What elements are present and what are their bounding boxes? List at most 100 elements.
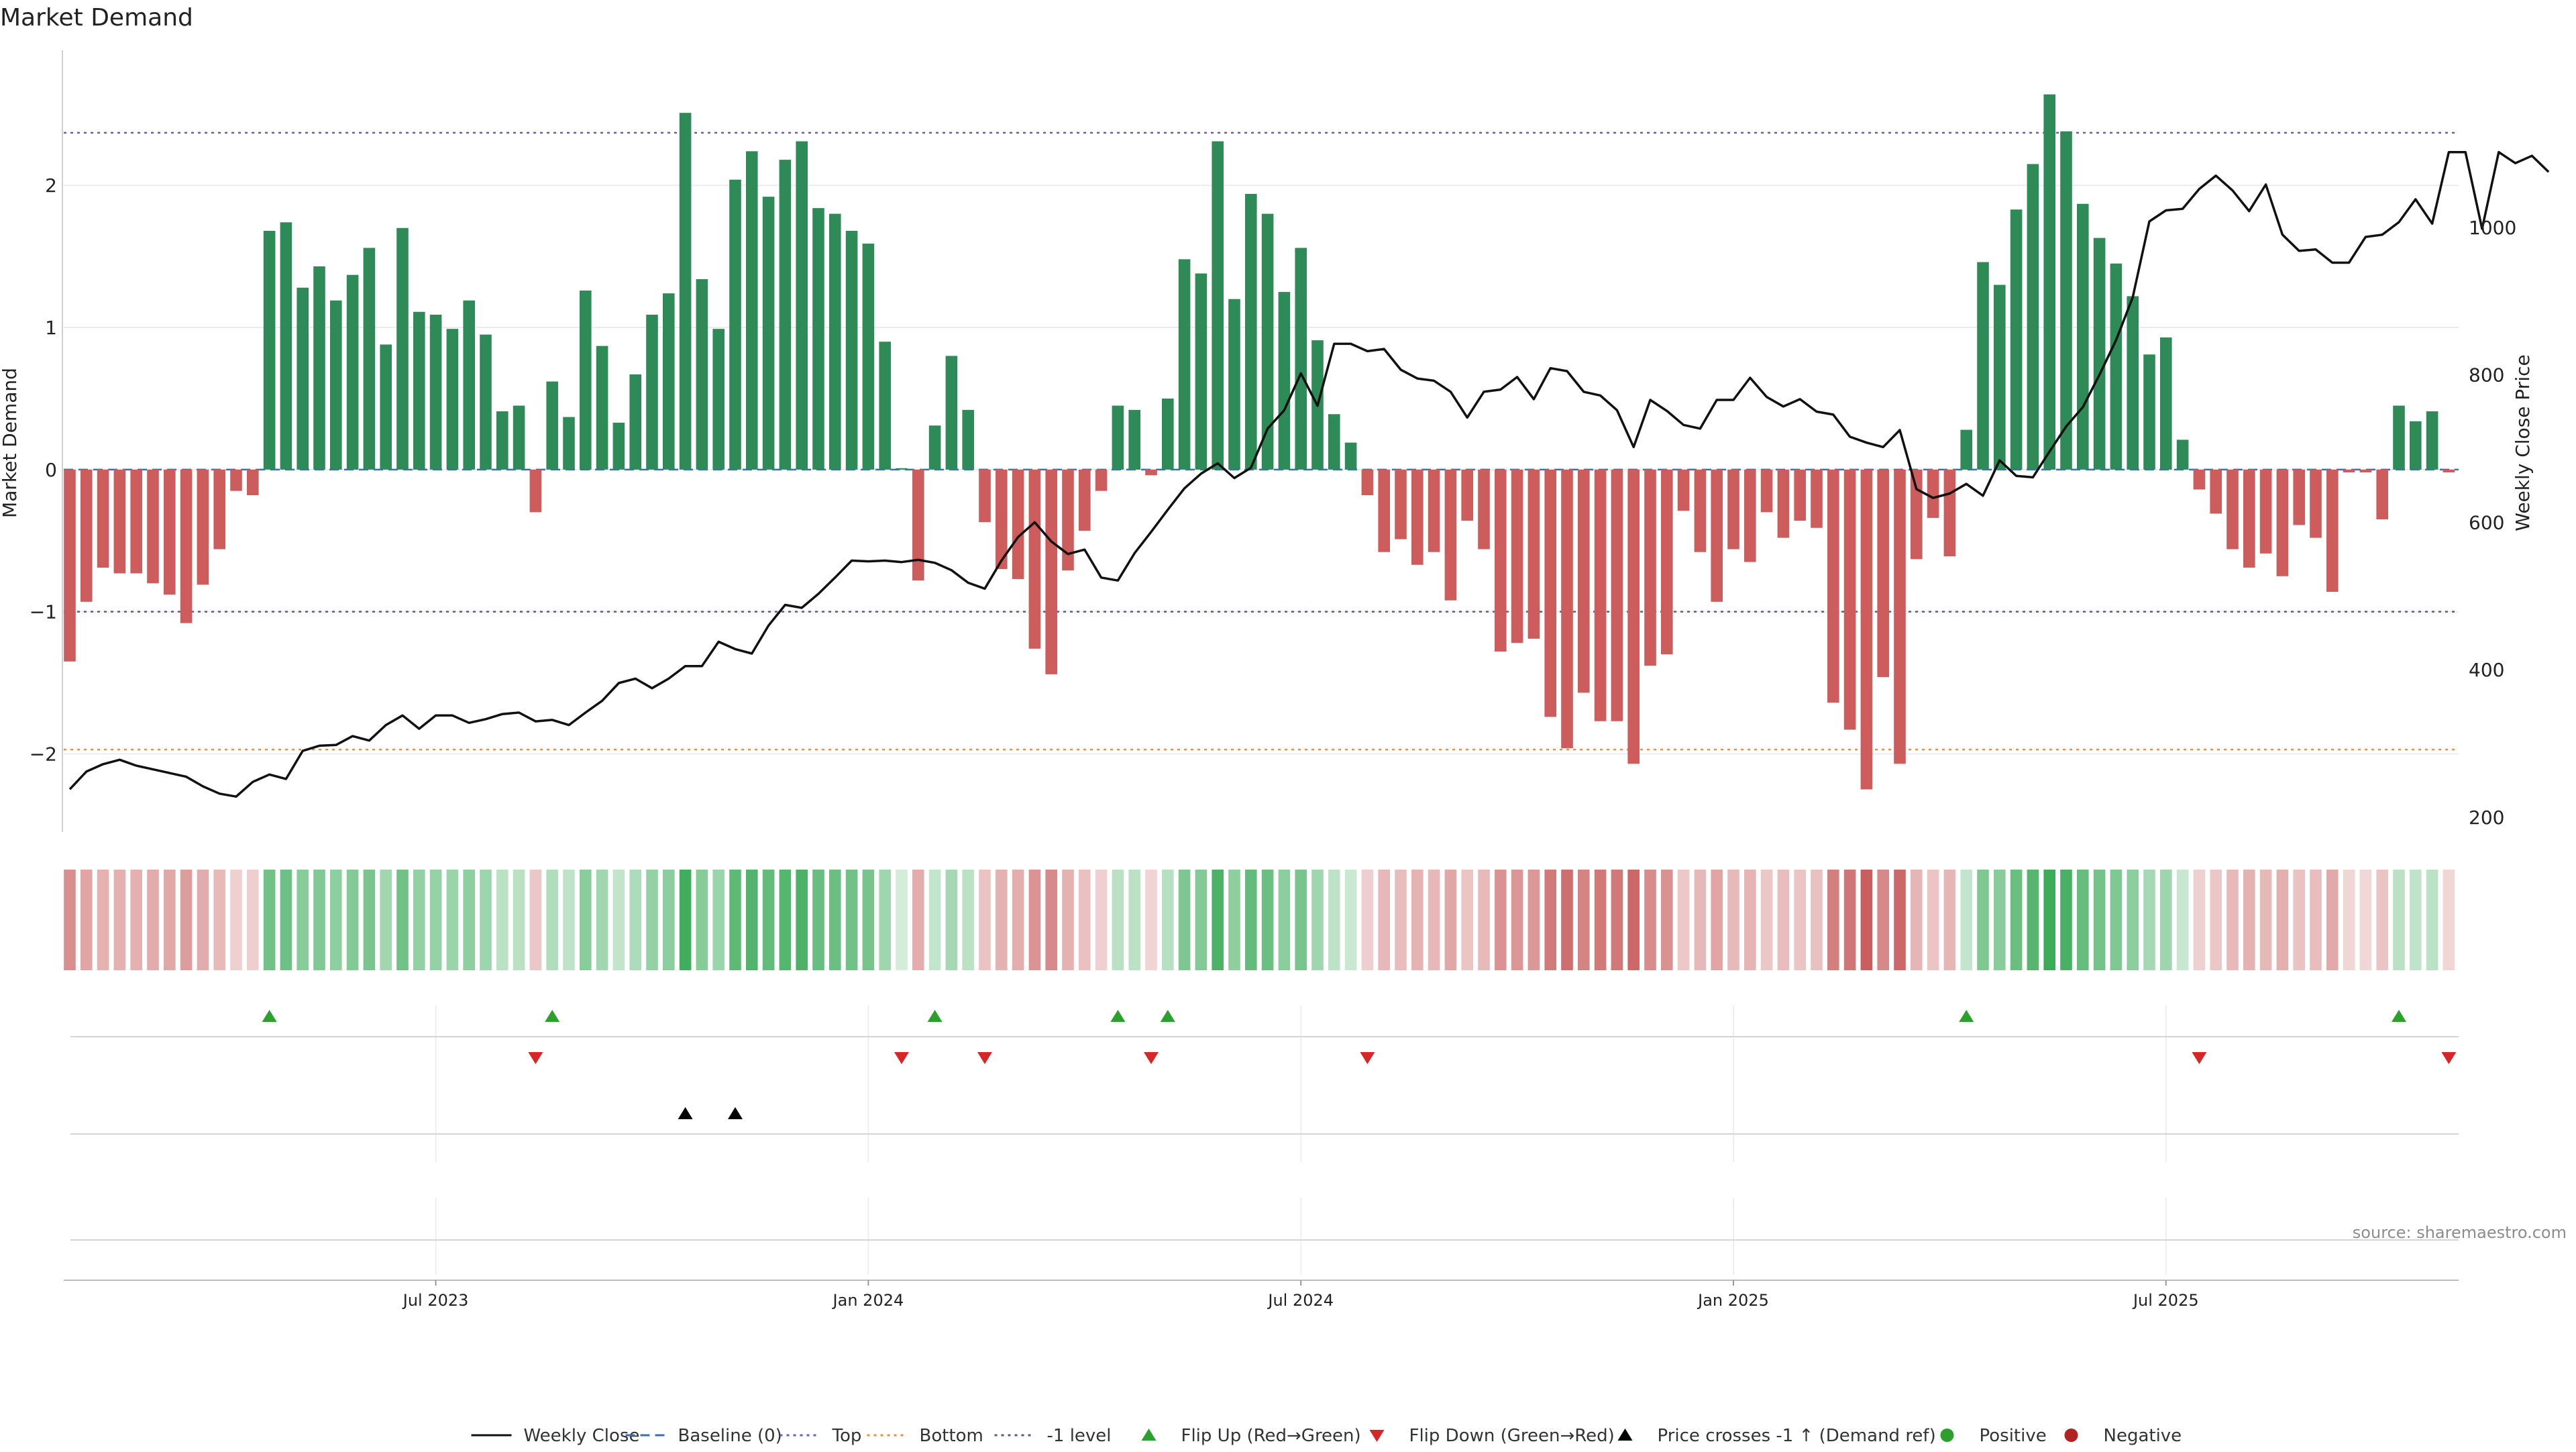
y-tick-label-left: 1 bbox=[45, 317, 57, 339]
legend-label: Baseline (0) bbox=[678, 1426, 782, 1446]
demand-bar bbox=[1977, 262, 1989, 470]
demand-bar bbox=[2176, 439, 2189, 470]
heatmap-cell bbox=[1994, 870, 2006, 970]
heatmap-cell bbox=[762, 870, 775, 970]
demand-bar bbox=[164, 469, 176, 595]
demand-bar bbox=[496, 411, 508, 470]
heatmap-cell bbox=[962, 870, 974, 970]
demand-bar bbox=[2326, 469, 2339, 592]
demand-bar bbox=[1128, 409, 1140, 470]
demand-bar bbox=[1594, 469, 1607, 721]
legend-label: -1 level bbox=[1047, 1426, 1112, 1446]
demand-bar bbox=[1561, 469, 1573, 749]
demand-bar bbox=[230, 469, 242, 491]
heatmap-cell bbox=[2426, 870, 2438, 970]
heatmap-cell bbox=[896, 870, 908, 970]
demand-bar bbox=[346, 274, 359, 470]
heatmap-cell bbox=[596, 870, 608, 970]
heatmap-cell bbox=[1711, 870, 1723, 970]
heatmap-cell bbox=[1943, 870, 1956, 970]
heatmap-cell bbox=[164, 870, 176, 970]
heatmap-cell bbox=[2160, 870, 2172, 970]
legend-item: Flip Down (Green→Red) bbox=[1369, 1426, 1615, 1446]
y-tick-label-left: 2 bbox=[45, 174, 57, 197]
demand-bar bbox=[2393, 405, 2405, 470]
demand-bar bbox=[1527, 469, 1540, 639]
heatmap-cell bbox=[1311, 870, 1324, 970]
heatmap-cell bbox=[1627, 870, 1640, 970]
demand-bar bbox=[1328, 414, 1340, 470]
demand-bar bbox=[2276, 469, 2289, 576]
demand-bar bbox=[2010, 209, 2023, 470]
heatmap-cell bbox=[2410, 870, 2422, 970]
heatmap-cell bbox=[1760, 870, 1773, 970]
demand-bar bbox=[1461, 469, 1473, 521]
demand-bar bbox=[1495, 469, 1507, 652]
heatmap-cell bbox=[1594, 870, 1607, 970]
demand-bar bbox=[1711, 469, 1723, 602]
legend-swatch bbox=[1369, 1430, 1385, 1442]
demand-bar bbox=[1777, 469, 1790, 538]
demand-bar bbox=[213, 469, 225, 550]
demand-bar bbox=[1511, 469, 1523, 643]
heatmap-cell bbox=[446, 870, 459, 970]
demand-bar bbox=[396, 227, 409, 470]
legend-item: Flip Up (Red→Green) bbox=[1141, 1426, 1361, 1446]
demand-bar bbox=[380, 344, 392, 470]
heatmap-cell bbox=[330, 870, 342, 970]
demand-bar bbox=[1894, 469, 1906, 764]
demand-bar bbox=[1195, 273, 1208, 470]
demand-bar bbox=[1578, 469, 1590, 693]
flip-up-marker bbox=[1110, 1010, 1126, 1022]
demand-bar bbox=[1744, 469, 1756, 562]
x-tick-label: Jul 2023 bbox=[402, 1291, 469, 1310]
heatmap-cell bbox=[396, 870, 409, 970]
heatmap-cell bbox=[845, 870, 858, 970]
heatmap-cell bbox=[1295, 870, 1307, 970]
demand-bar bbox=[413, 311, 425, 470]
flip-up-marker bbox=[262, 1010, 277, 1022]
heatmap-cell bbox=[746, 870, 758, 970]
demand-bar bbox=[1478, 469, 1490, 550]
demand-bar bbox=[1444, 469, 1457, 601]
legend-item: Top bbox=[780, 1426, 862, 1446]
demand-bar bbox=[696, 279, 708, 470]
demand-bar bbox=[330, 300, 342, 470]
heatmap-cell bbox=[712, 870, 724, 970]
heatmap-cell bbox=[1328, 870, 1340, 970]
demand-bar bbox=[762, 197, 775, 470]
heatmap-cell bbox=[546, 870, 558, 970]
heatmap-cell bbox=[2243, 870, 2255, 970]
legend-swatch bbox=[1940, 1429, 1954, 1442]
heatmap-cell bbox=[812, 870, 824, 970]
demand-bar bbox=[1760, 469, 1773, 513]
heatmap-cell bbox=[945, 870, 958, 970]
demand-bar bbox=[280, 222, 292, 470]
demand-bar bbox=[446, 329, 459, 470]
demand-bar bbox=[2210, 469, 2222, 514]
legend-item: -1 level bbox=[994, 1426, 1112, 1446]
legend-label: Top bbox=[832, 1426, 862, 1446]
heatmap-cell bbox=[1112, 870, 1124, 970]
demand-bar bbox=[1661, 469, 1673, 655]
heatmap-cell bbox=[2276, 870, 2289, 970]
flip-up-marker bbox=[927, 1010, 943, 1022]
heatmap-cell bbox=[663, 870, 675, 970]
demand-bar bbox=[2193, 469, 2206, 490]
demand-bar bbox=[180, 469, 193, 623]
heatmap-cell bbox=[2393, 870, 2405, 970]
demand-bar bbox=[363, 248, 376, 470]
heatmap-cell bbox=[130, 870, 142, 970]
demand-bar bbox=[1079, 469, 1091, 531]
heatmap-cell bbox=[679, 870, 692, 970]
heatmap-cell bbox=[230, 870, 242, 970]
axes: −2 −1 0 1 2 200 400 600 800 1000 bbox=[30, 50, 2516, 832]
flip-down-marker bbox=[2192, 1052, 2207, 1064]
y-tick-label-right: 600 bbox=[2469, 511, 2504, 533]
legend-swatch bbox=[1141, 1429, 1157, 1441]
heatmap-cell bbox=[1527, 870, 1540, 970]
demand-bar bbox=[1028, 469, 1041, 649]
demand-bar bbox=[663, 293, 675, 470]
legend-swatch bbox=[2064, 1429, 2078, 1442]
